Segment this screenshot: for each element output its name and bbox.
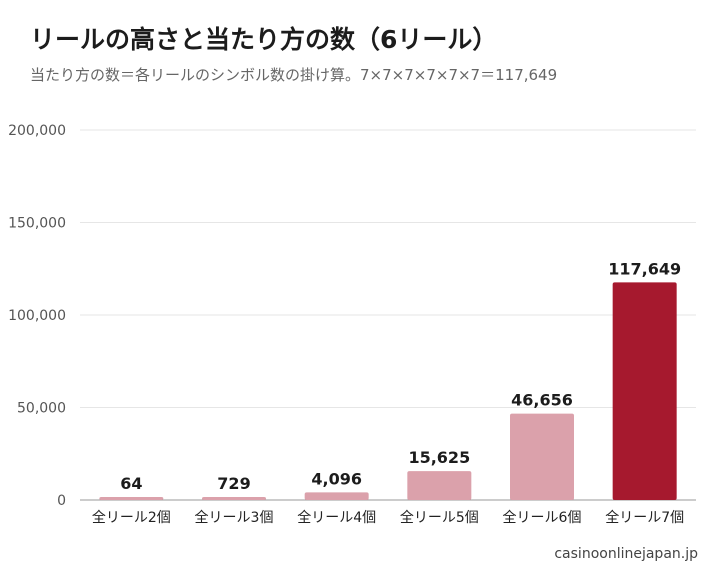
source-credit: casinoonlinejapan.jp xyxy=(554,546,698,562)
data-label: 117,649 xyxy=(608,259,681,278)
y-tick-label: 200,000 xyxy=(8,123,66,139)
x-tick-label: 全リール4個 xyxy=(297,509,376,526)
bar xyxy=(407,471,472,500)
bar xyxy=(612,282,677,500)
x-tick-label: 全リール5個 xyxy=(400,509,479,526)
x-tick-label: 全リール6個 xyxy=(503,509,582,526)
x-tick-label: 全リール2個 xyxy=(92,509,171,526)
data-label: 64 xyxy=(120,474,142,493)
bar xyxy=(99,497,164,500)
y-tick-label: 150,000 xyxy=(8,216,66,232)
x-tick-label: 全リール3個 xyxy=(195,509,274,526)
y-tick-label: 50,000 xyxy=(17,401,66,417)
bar xyxy=(202,497,266,500)
chart-subtitle: 当たり方の数＝各リールのシンボル数の掛け算。7×7×7×7×7×7＝117,64… xyxy=(30,66,558,84)
data-label: 4,096 xyxy=(311,469,362,488)
data-label: 46,656 xyxy=(511,391,573,410)
y-tick-label: 100,000 xyxy=(8,308,66,324)
chart-title: リールの高さと当たり方の数（6リール） xyxy=(30,25,498,54)
data-label: 15,625 xyxy=(408,448,470,467)
x-tick-label: 全リール7個 xyxy=(605,509,684,526)
bar xyxy=(304,492,369,500)
y-tick-label: 0 xyxy=(57,493,66,509)
bar xyxy=(510,413,574,500)
data-label: 729 xyxy=(217,474,250,493)
